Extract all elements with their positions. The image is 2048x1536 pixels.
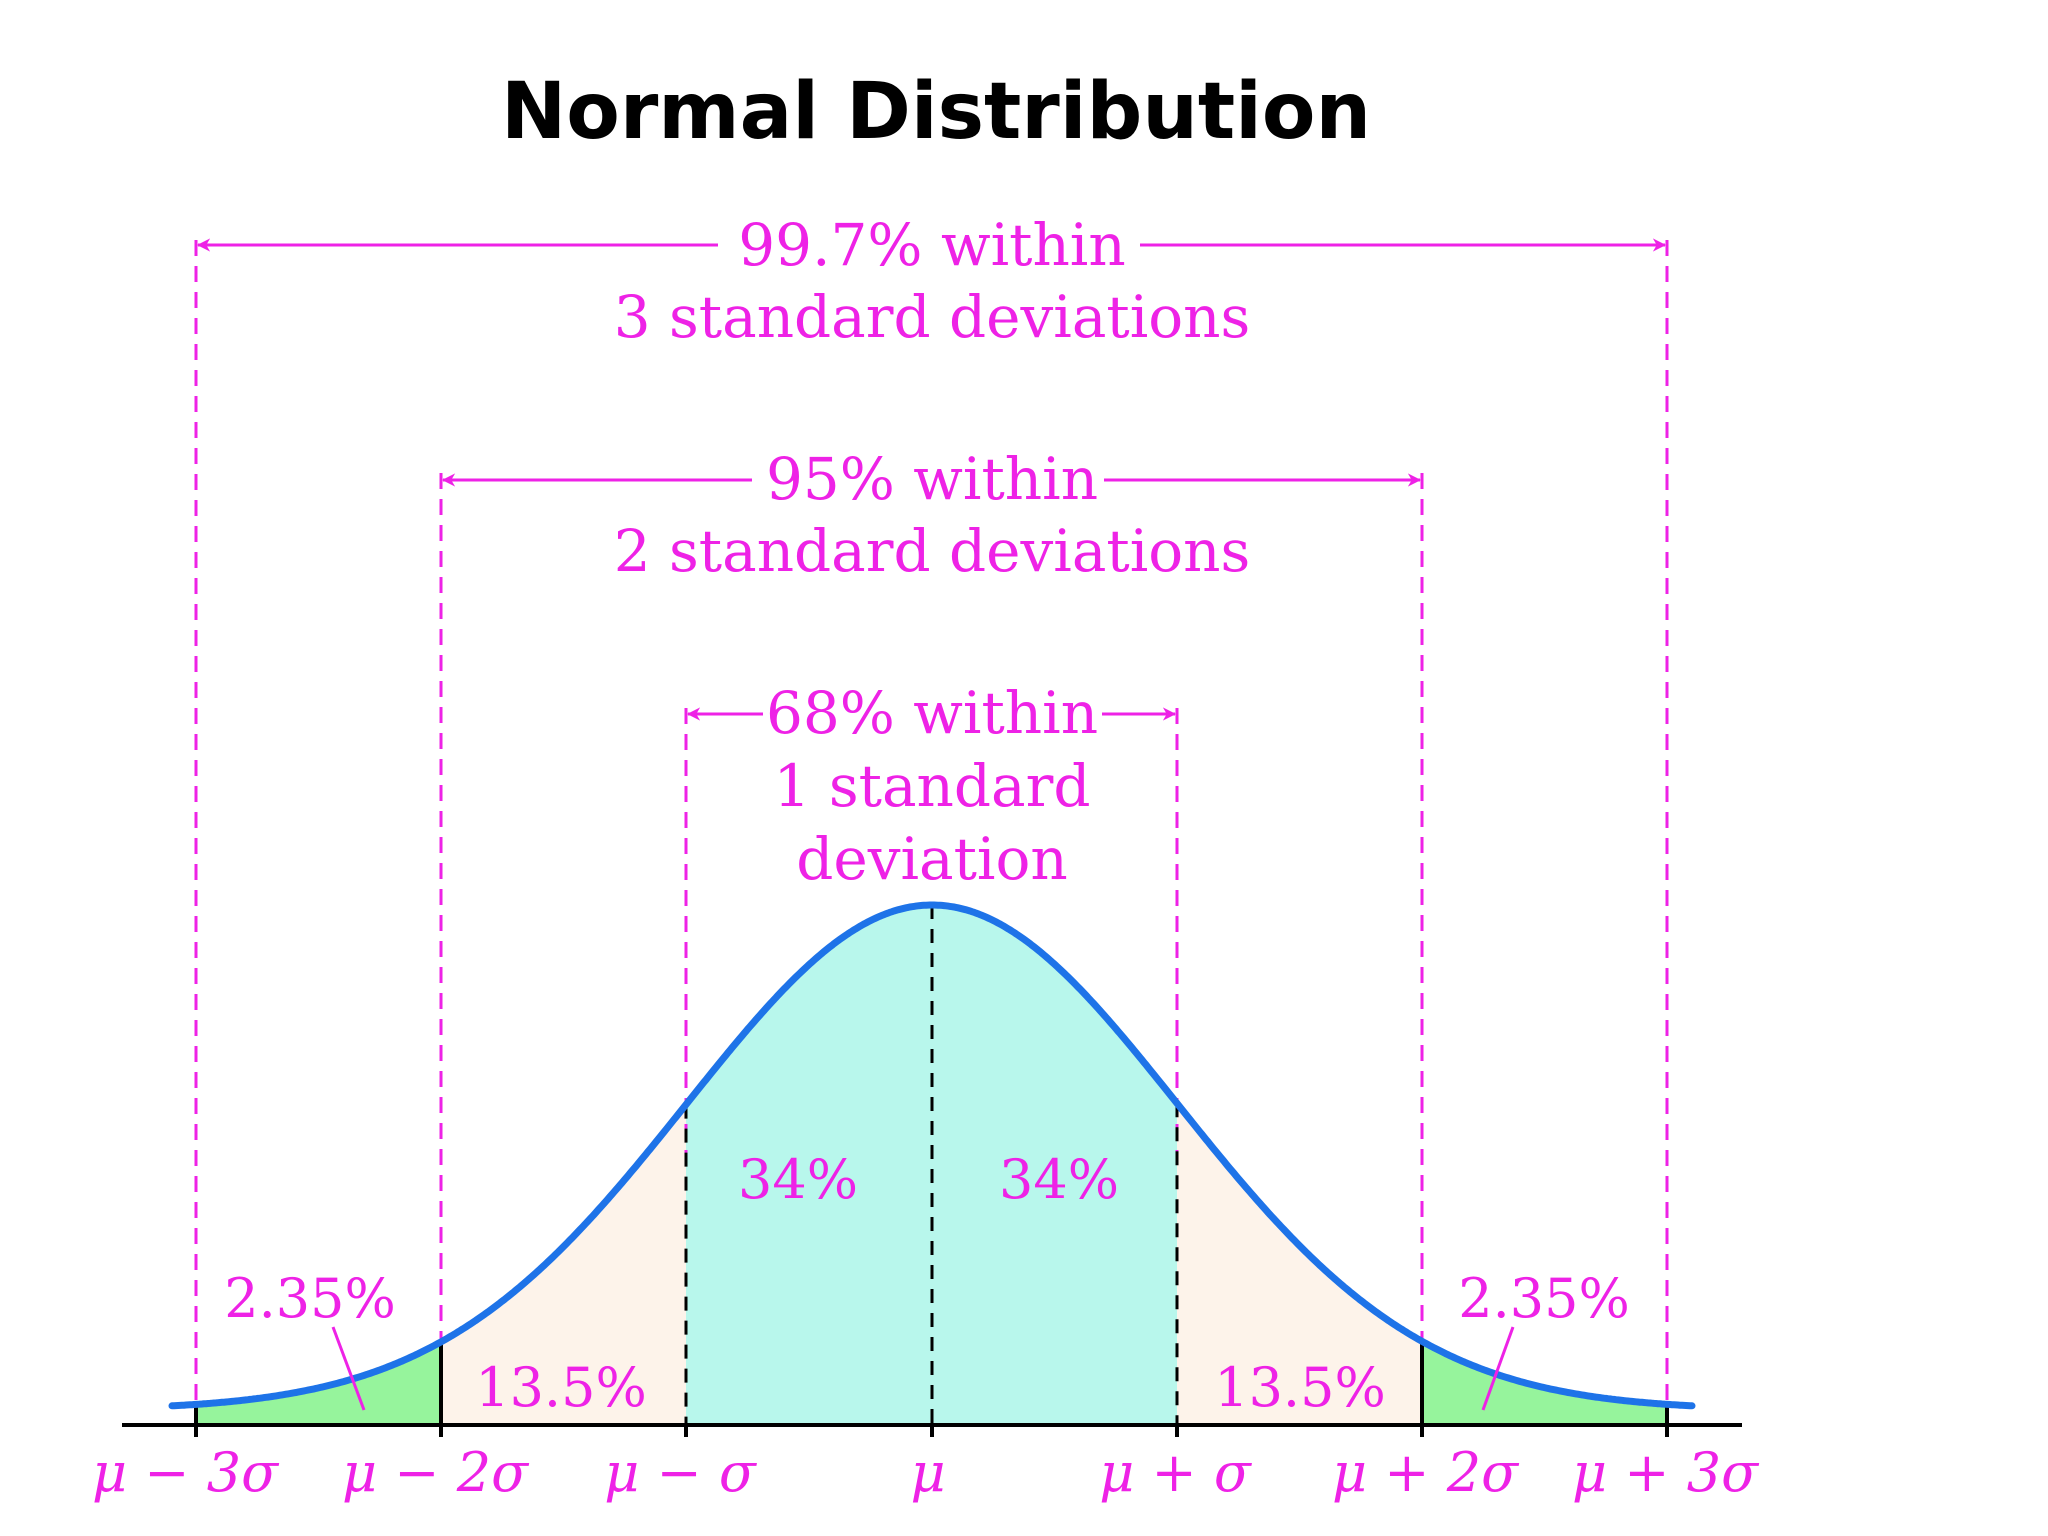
inner-right-percent: 34% xyxy=(999,1148,1119,1211)
tail-right-percent: 2.35% xyxy=(1458,1267,1630,1330)
tail-left-leader xyxy=(331,1326,366,1411)
span-labels: 99.7% within 3 standard deviations 95% w… xyxy=(614,211,1251,893)
bell-curve xyxy=(168,901,1696,1410)
tail-right-leader xyxy=(1481,1326,1515,1411)
middle-right-percent: 13.5% xyxy=(1214,1356,1386,1419)
guide-lines xyxy=(194,240,1669,1405)
tick-label-minus-3sd: μ − 3σ xyxy=(92,1441,280,1504)
span-1sd-line2: 1 standard xyxy=(774,752,1091,820)
inner-dashed-lines xyxy=(684,905,1179,1425)
span-arrows xyxy=(196,238,1667,721)
axis-ticks: μ − 3σ μ − 2σ μ − σ μ μ + σ μ + 2σ μ + 3σ xyxy=(92,1425,1760,1504)
tail-right-area xyxy=(1422,1341,1667,1425)
span-1sd-line1: 68% within xyxy=(766,679,1098,747)
tail-left-percent: 2.35% xyxy=(224,1267,396,1330)
inner-left-percent: 34% xyxy=(738,1148,858,1211)
tick-label-plus-1sd: μ + σ xyxy=(1099,1441,1253,1504)
region-labels: 34% 34% 13.5% 13.5% 2.35% 2.35% xyxy=(224,1148,1630,1419)
span-1sd-line3: deviation xyxy=(796,825,1067,893)
span-2sd-line1: 95% within xyxy=(766,445,1098,513)
inner-area xyxy=(686,905,1177,1425)
span-3sd-line1: 99.7% within xyxy=(738,211,1125,279)
tick-label-plus-2sd: μ + 2σ xyxy=(1332,1441,1520,1504)
tick-label-mean: μ xyxy=(910,1441,945,1504)
span-3sd-line2: 3 standard deviations xyxy=(614,283,1251,351)
tail-left-area xyxy=(196,1341,441,1425)
tick-label-minus-1sd: μ − σ xyxy=(604,1441,758,1504)
middle-left-percent: 13.5% xyxy=(475,1356,647,1419)
tick-label-plus-3sd: μ + 3σ xyxy=(1572,1441,1760,1504)
diagram-title: Normal Distribution xyxy=(501,67,1371,157)
span-2sd-line2: 2 standard deviations xyxy=(614,517,1251,585)
tick-label-minus-2sd: μ − 2σ xyxy=(342,1441,530,1504)
